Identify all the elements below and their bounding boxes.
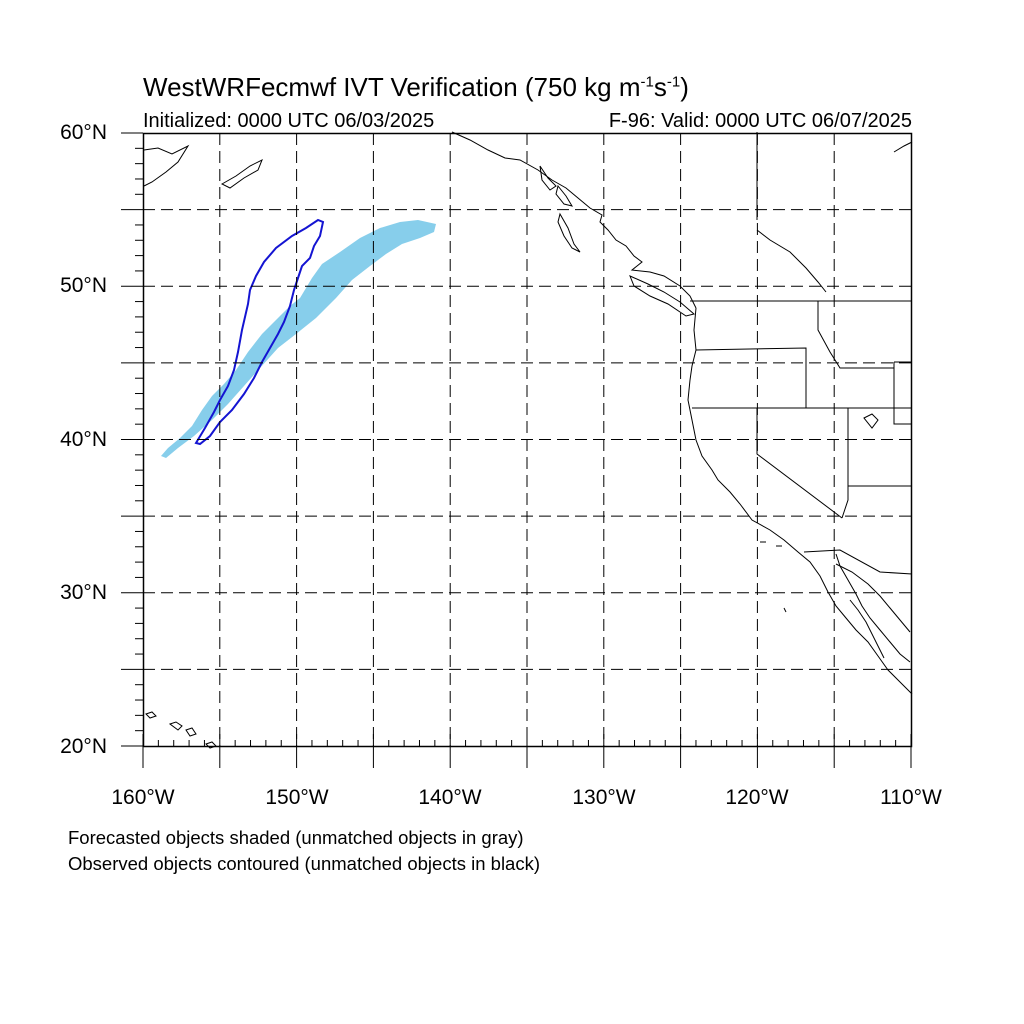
lat-label-40n: 40°N — [60, 428, 107, 451]
lon-label-120w: 120°W — [725, 786, 789, 809]
footnote-observed: Observed objects contoured (unmatched ob… — [68, 853, 541, 874]
initialized-time: Initialized: 0000 UTC 06/03/2025 — [143, 110, 435, 132]
map-title: WestWRFecmwf IVT Verification (750 kg m-… — [143, 72, 689, 102]
gridlines — [143, 133, 911, 746]
axis-ticks — [121, 132, 912, 768]
coastlines — [143, 131, 913, 749]
lat-label-30n: 30°N — [60, 581, 107, 604]
valid-time: F-96: Valid: 0000 UTC 06/07/2025 — [608, 110, 912, 132]
lat-label-50n: 50°N — [60, 274, 107, 297]
forecast-ivt-object — [161, 220, 436, 458]
lat-label-20n: 20°N — [60, 735, 107, 758]
political-boundaries — [690, 132, 913, 575]
lon-label-150w: 150°W — [265, 786, 329, 809]
lat-label-60n: 60°N — [60, 121, 107, 144]
footnote-forecast: Forecasted objects shaded (unmatched obj… — [68, 827, 524, 848]
lon-label-110w: 110°W — [880, 786, 942, 809]
lon-label-130w: 130°W — [572, 786, 636, 809]
lon-label-160w: 160°W — [111, 786, 175, 809]
lon-label-140w: 140°W — [418, 786, 482, 809]
observed-ivt-contour — [194, 218, 325, 446]
